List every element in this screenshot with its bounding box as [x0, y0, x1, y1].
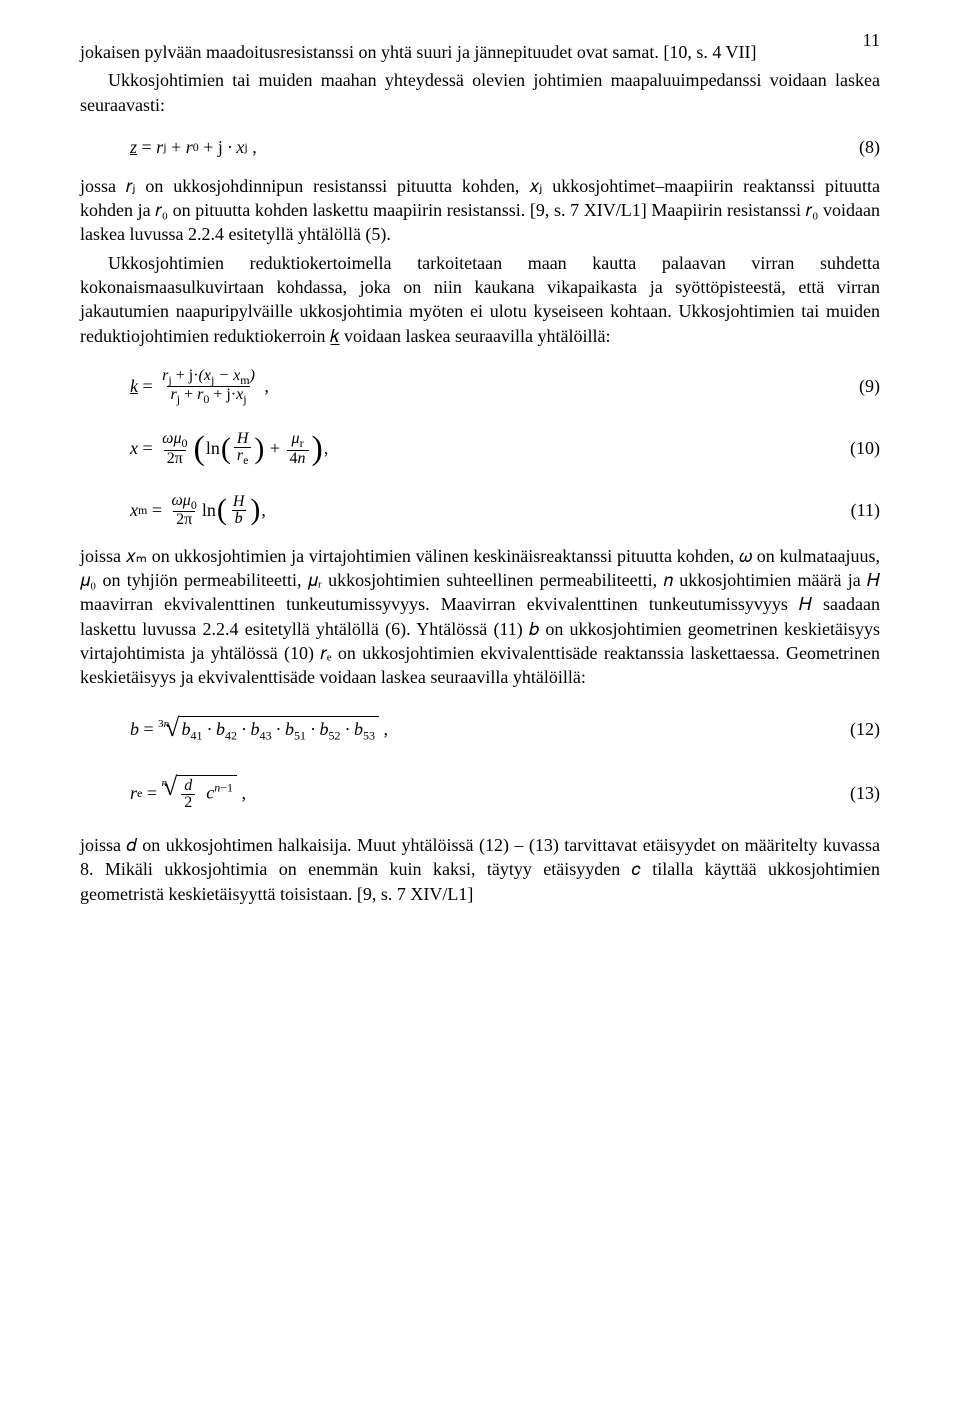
- equation-11-body: xm = ωμ0 2π ln ( H b ) ,: [130, 493, 830, 528]
- equation-9: k = rj + j·(xj − xm) rj + r0 + j·xj , (9…: [80, 368, 880, 405]
- equation-9-body: k = rj + j·(xj − xm) rj + r0 + j·xj ,: [130, 368, 830, 405]
- equation-11: xm = ωμ0 2π ln ( H b ) , (11): [80, 493, 880, 528]
- paragraph-2: jossa 𝑟ⱼ on ukkosjohdinnipun resistanssi…: [80, 174, 880, 247]
- equation-10-body: x = ωμ0 2π ( ln ( H re ) + μr 4n ) ,: [130, 431, 830, 466]
- paragraph-4: joissa 𝑥ₘ on ukkosjohtimien ja virtajoht…: [80, 544, 880, 690]
- equation-11-number: (11): [830, 500, 880, 521]
- page-number: 11: [863, 30, 880, 51]
- equation-8: z = rj + r0 + j · xj , (8): [80, 137, 880, 158]
- equation-10-number: (10): [830, 438, 880, 459]
- equation-12-body: b = 3n √ b41 · b42 · b43 · b51 · b52 · b…: [130, 716, 830, 744]
- page: 11 jokaisen pylvään maadoitusresistanssi…: [0, 0, 960, 1425]
- equation-12: b = 3n √ b41 · b42 · b43 · b51 · b52 · b…: [80, 716, 880, 744]
- paragraph-3: Ukkosjohtimien reduktiokertoimella tarko…: [80, 251, 880, 348]
- paragraph-1a: jokaisen pylvään maadoitusresistanssi on…: [80, 40, 880, 64]
- equation-13: re = n √ d 2 cn−1 , (13): [80, 775, 880, 811]
- equation-8-body: z = rj + r0 + j · xj ,: [130, 137, 830, 158]
- paragraph-5: joissa 𝑑 on ukkosjohtimen halkaisija. Mu…: [80, 833, 880, 906]
- equation-10: x = ωμ0 2π ( ln ( H re ) + μr 4n ) , (10…: [80, 431, 880, 466]
- equation-12-number: (12): [830, 719, 880, 740]
- paragraph-1b: Ukkosjohtimien tai muiden maahan yhteyde…: [80, 68, 880, 117]
- equation-8-number: (8): [830, 137, 880, 158]
- equation-13-number: (13): [830, 783, 880, 804]
- equation-13-body: re = n √ d 2 cn−1 ,: [130, 775, 830, 811]
- equation-9-number: (9): [830, 376, 880, 397]
